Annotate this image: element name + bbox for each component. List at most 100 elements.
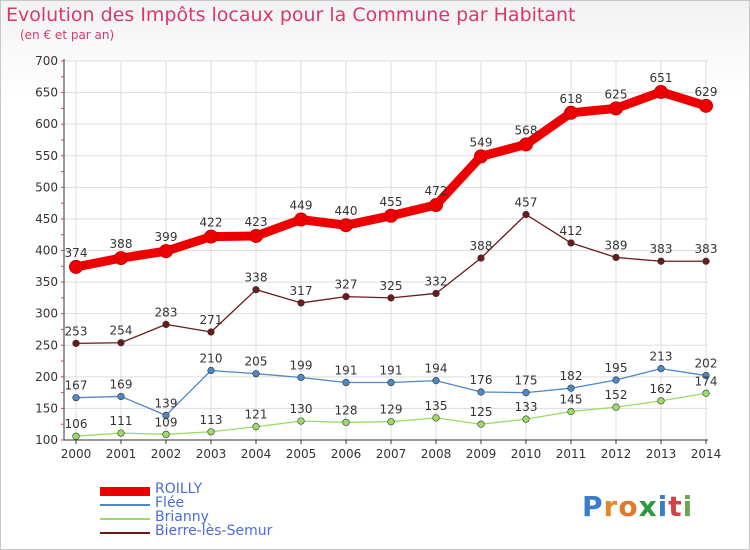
data-point: [702, 389, 710, 397]
legend-swatch-flee: [100, 504, 150, 506]
data-point: [657, 397, 665, 405]
y-tick-label: 300: [35, 307, 58, 321]
y-tick-label: 400: [35, 244, 58, 258]
data-point: [654, 84, 668, 99]
logo-letter: P: [582, 490, 604, 523]
logo-letter: r: [603, 490, 619, 523]
x-tick-label: 2004: [241, 447, 272, 461]
data-point: [702, 371, 710, 380]
legend-item-flee: Flée: [100, 495, 360, 512]
data-label: 202: [695, 357, 718, 371]
y-tick-label: 650: [35, 86, 58, 100]
data-label: 205: [245, 355, 268, 369]
data-point: [387, 294, 395, 302]
data-label: 568: [515, 123, 538, 137]
data-point: [297, 373, 305, 382]
y-tick-label: 550: [35, 149, 58, 163]
logo-letter: t: [668, 490, 683, 523]
data-point: [567, 239, 575, 247]
chart-title: Evolution des Impôts locaux pour la Comm…: [6, 4, 576, 26]
data-point: [114, 251, 128, 266]
legend-item-brianny: Brianny: [100, 509, 360, 526]
data-point: [294, 212, 308, 227]
legend-swatch-roilly: [100, 487, 150, 496]
data-label: 388: [110, 237, 133, 251]
data-label: 162: [650, 382, 673, 396]
x-tick-label: 2006: [331, 447, 362, 461]
data-point: [249, 228, 263, 243]
data-label: 651: [650, 71, 673, 85]
data-label: 169: [110, 377, 133, 391]
data-label: 129: [380, 403, 403, 417]
data-label: 457: [515, 195, 538, 209]
data-point: [702, 257, 710, 265]
y-tick-label: 700: [35, 54, 58, 68]
data-label: 194: [425, 362, 448, 376]
y-tick-label: 450: [35, 212, 58, 226]
y-tick-label: 150: [35, 401, 58, 415]
data-point: [207, 328, 215, 336]
y-tick-label: 200: [35, 370, 58, 384]
data-point: [522, 415, 530, 423]
legend: ROILLY Flée Brianny Bierre-lès-Semur: [100, 481, 360, 540]
data-point: [612, 253, 620, 262]
legend-item-roilly: ROILLY: [100, 481, 360, 498]
data-label: 325: [380, 279, 403, 293]
data-label: 210: [200, 352, 223, 366]
data-label: 549: [470, 135, 493, 149]
data-point: [564, 105, 578, 120]
data-label: 121: [245, 408, 268, 422]
legend-label-bierre: Bierre-lès-Semur: [155, 523, 273, 539]
data-label: 618: [560, 92, 583, 106]
data-point: [297, 299, 305, 307]
data-point: [69, 259, 83, 274]
data-point: [297, 417, 305, 425]
data-label: 113: [200, 413, 223, 427]
data-point: [207, 366, 215, 375]
legend-label-roilly: ROILLY: [155, 481, 203, 497]
data-point: [342, 378, 350, 387]
data-point: [159, 244, 173, 259]
y-tick-label: 250: [35, 338, 58, 352]
data-label: 182: [560, 369, 583, 383]
x-tick-label: 2008: [421, 447, 452, 461]
data-point: [252, 286, 260, 294]
y-tick-label: 350: [35, 275, 58, 289]
data-point: [72, 339, 80, 347]
legend-label-flee: Flée: [155, 495, 185, 511]
data-point: [72, 432, 80, 440]
x-tick-label: 2014: [691, 447, 722, 461]
data-label: 145: [560, 393, 583, 407]
data-label: 109: [155, 415, 178, 429]
data-point: [252, 423, 260, 431]
data-point: [699, 98, 713, 113]
x-tick-label: 2005: [286, 447, 317, 461]
data-label: 152: [605, 388, 628, 402]
data-point: [339, 218, 353, 233]
legend-label-brianny: Brianny: [155, 509, 209, 525]
data-label: 455: [380, 195, 403, 209]
data-point: [567, 384, 575, 392]
data-point: [72, 394, 80, 402]
data-label: 327: [335, 278, 358, 292]
data-point: [519, 137, 533, 152]
data-point: [117, 339, 125, 347]
data-point: [432, 414, 440, 422]
x-tick-label: 2011: [556, 447, 587, 461]
data-point: [387, 418, 395, 426]
data-point: [384, 208, 398, 223]
data-label: 383: [650, 242, 673, 256]
data-point: [657, 257, 665, 265]
logo-letter: i: [657, 490, 669, 523]
data-label: 139: [155, 396, 178, 410]
logo-letter: x: [638, 490, 658, 523]
data-label: 191: [335, 364, 358, 378]
data-label: 283: [155, 305, 178, 319]
data-label: 191: [380, 364, 403, 378]
x-tick-label: 2003: [196, 447, 227, 461]
data-point: [204, 229, 218, 244]
data-point: [477, 388, 485, 396]
data-label: 176: [470, 373, 493, 387]
data-label: 440: [335, 204, 358, 218]
